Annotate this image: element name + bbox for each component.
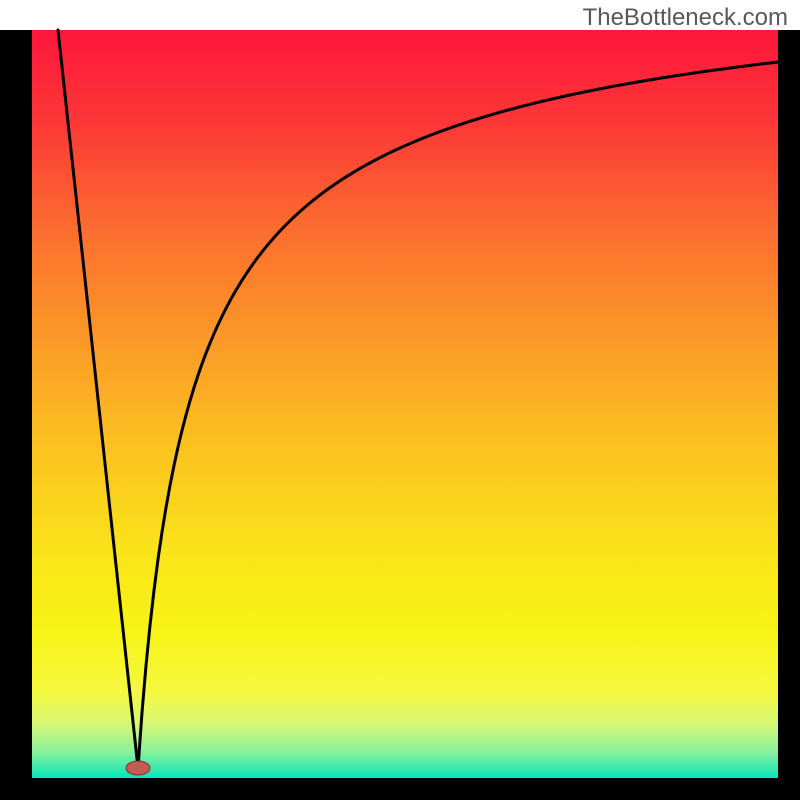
watermark-text: TheBottleneck.com	[583, 4, 788, 32]
plot-background	[32, 30, 778, 778]
frame-left	[0, 30, 32, 800]
cusp-marker	[126, 761, 150, 775]
bottleneck-chart	[0, 0, 800, 800]
frame-right	[778, 30, 800, 800]
frame-bottom	[0, 778, 800, 800]
